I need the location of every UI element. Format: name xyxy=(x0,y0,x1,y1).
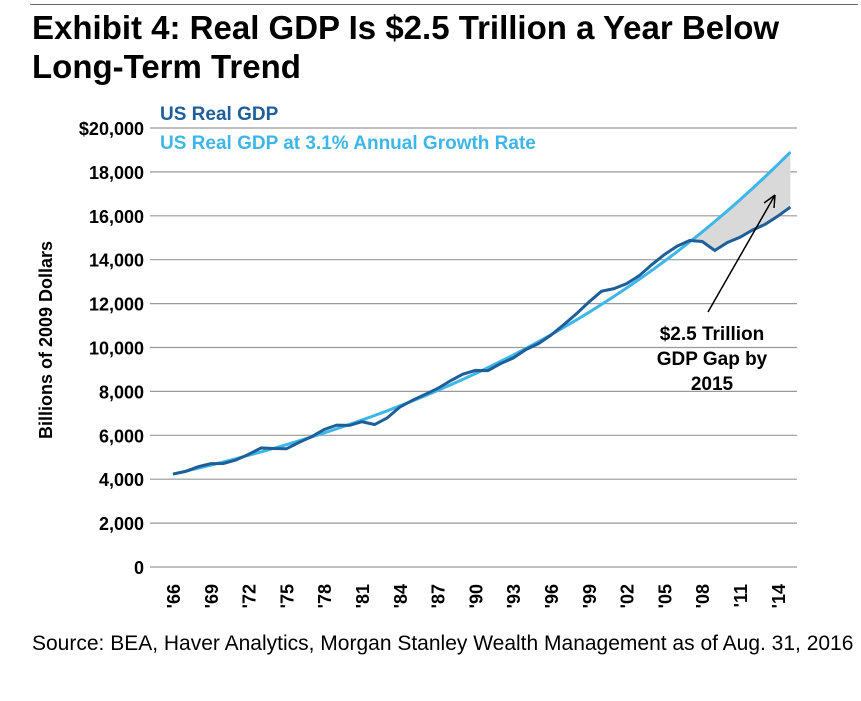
y-tick-label: 6,000 xyxy=(99,426,144,446)
legend-trend: US Real GDP at 3.1% Annual Growth Rate xyxy=(160,133,536,154)
annotation-arrow xyxy=(707,194,776,313)
arrowhead-icon xyxy=(763,194,776,209)
y-tick-label: 0 xyxy=(134,558,144,578)
series-trend-line xyxy=(172,151,792,476)
annotation-line-3: 2015 xyxy=(691,374,734,395)
x-tick-label: '78 xyxy=(315,584,335,608)
y-tick-label: $20,000 xyxy=(79,119,144,139)
annotation-line-1: $2.5 Trillion xyxy=(660,324,765,345)
source-note: Source: BEA, Haver Analytics, Morgan Sta… xyxy=(32,632,854,655)
chart-title: Exhibit 4: Real GDP Is $2.5 Trillion a Y… xyxy=(32,9,780,85)
y-tick-label: 4,000 xyxy=(99,470,144,490)
y-tick-label: 10,000 xyxy=(89,339,144,359)
x-tick-label: '02 xyxy=(618,584,638,608)
series-actual-line xyxy=(172,205,792,476)
x-tick-label: '90 xyxy=(466,584,486,608)
x-tick-label: '08 xyxy=(693,584,713,608)
y-tick-label: 18,000 xyxy=(89,163,144,183)
y-tick-label: 8,000 xyxy=(99,382,144,402)
x-tick-label: '72 xyxy=(240,584,260,608)
y-tick-label: 16,000 xyxy=(89,207,144,227)
y-tick-label: 12,000 xyxy=(89,295,144,315)
x-tick-label: '87 xyxy=(429,584,449,608)
x-tick-label: '69 xyxy=(202,584,222,608)
y-tick-label: 14,000 xyxy=(89,251,144,271)
y-tick-label: 2,000 xyxy=(99,514,144,534)
x-tick-label: '11 xyxy=(731,584,751,607)
y-axis-label: Billions of 2009 Dollars xyxy=(36,241,56,439)
x-tick-label: '99 xyxy=(580,584,600,608)
x-tick-label: '05 xyxy=(655,584,675,608)
x-tick-label: '14 xyxy=(769,584,789,608)
x-tick-label: '84 xyxy=(391,584,411,608)
x-tick-label: '75 xyxy=(277,584,297,608)
x-tick-label: '96 xyxy=(542,584,562,608)
x-tick-label: '93 xyxy=(504,584,524,608)
legend-us-real-gdp: US Real GDP xyxy=(160,104,279,125)
top-rule xyxy=(30,4,858,5)
annotation-line-2: GDP Gap by xyxy=(657,349,768,370)
x-tick-label: '66 xyxy=(164,584,184,608)
x-tick-label: '81 xyxy=(353,584,373,608)
